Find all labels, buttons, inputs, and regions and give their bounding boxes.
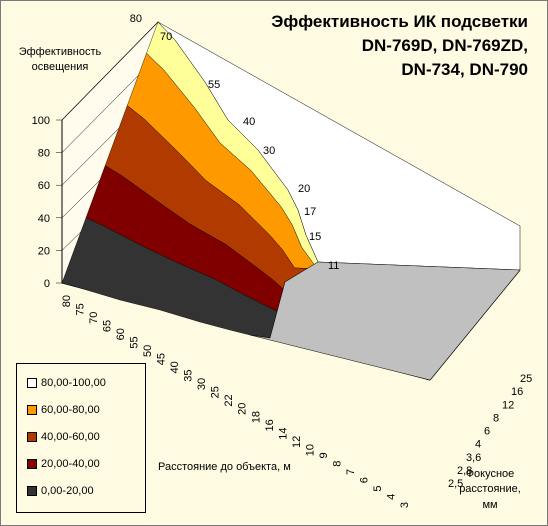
ridge-label: 40 <box>243 116 255 128</box>
y-axis-title-line-2: расстояние, <box>459 483 521 495</box>
ridge-labels: 70 55 40 30 20 17 15 11 <box>160 31 339 272</box>
legend-swatch <box>27 405 37 415</box>
chart-title-line-1: Эффективность ИК подсветки <box>271 12 528 31</box>
x-tick-label: 9 <box>318 452 330 458</box>
x-tick-label: 80 <box>61 295 73 307</box>
z-tick-label: 100 <box>32 115 50 127</box>
z-axis-title-line-2: освещения <box>32 61 89 73</box>
y-tick-label: 4 <box>475 439 481 451</box>
legend-swatch <box>27 432 37 442</box>
y-tick-label: 25 <box>520 373 532 385</box>
legend-item: 20,00-40,00 <box>27 457 100 471</box>
legend-item: 0,00-20,00 <box>27 484 94 498</box>
z-axis-title-line-1: Эффективность <box>19 46 102 58</box>
y-tick-label: 16 <box>511 386 523 398</box>
x-tick-label: 70 <box>88 312 100 324</box>
legend-label: 20,00-40,00 <box>41 458 100 470</box>
x-tick-label: 14 <box>277 427 289 439</box>
x-tick-label: 60 <box>115 328 127 340</box>
floor-grey <box>249 261 521 381</box>
y-tick-label: 8 <box>493 412 499 424</box>
y-tick-label: 6 <box>484 426 490 438</box>
z-gridline <box>61 21 159 121</box>
z-top-label: 80 <box>130 13 142 25</box>
legend-label: 80,00-100,00 <box>41 377 106 389</box>
chart-title-line-2: DN-769D, DN-769ZD, <box>362 36 528 55</box>
surface-plateau <box>157 21 521 271</box>
y-tick-label: 2,8 <box>457 465 472 477</box>
z-tick-label: 80 <box>38 148 50 160</box>
x-tick-label: 3 <box>399 502 411 508</box>
x-tick-label: 16 <box>264 419 276 431</box>
legend-label: 0,00-20,00 <box>41 485 94 497</box>
y-tick-label: 3,6 <box>466 452 481 464</box>
legend-label: 40,00-60,00 <box>41 431 100 443</box>
x-tick-label: 10 <box>304 444 316 456</box>
x-tick-label: 75 <box>75 303 87 315</box>
x-tick-label: 18 <box>250 411 262 423</box>
y-axis-title-line-1: Фокусное <box>466 468 515 480</box>
x-tick-label: 7 <box>345 469 357 475</box>
x-axis-title: Расстояние до объекта, м <box>158 461 291 473</box>
x-tick-label: 50 <box>142 345 154 357</box>
legend: 80,00-100,00 60,00-80,00 40,00-60,00 20,00-… <box>16 363 146 513</box>
x-tick-label: 25 <box>210 386 222 398</box>
z-tick-label: 60 <box>38 180 50 192</box>
x-tick-label: 6 <box>358 477 370 483</box>
ridge-label: 11 <box>328 260 339 272</box>
legend-label: 60,00-80,00 <box>41 404 100 416</box>
z-tick-label: 20 <box>38 245 50 257</box>
ridge-label: 70 <box>160 31 172 43</box>
legend-swatch <box>27 378 37 388</box>
legend-item: 60,00-80,00 <box>27 403 100 417</box>
y-tick-label: 2,5 <box>448 478 463 490</box>
legend-item: 40,00-60,00 <box>27 430 100 444</box>
x-tick-label: 12 <box>291 436 303 448</box>
ridge-label: 30 <box>263 145 275 157</box>
x-tick-label: 40 <box>169 361 181 373</box>
legend-swatch <box>27 486 37 496</box>
ridge-label: 15 <box>309 231 321 243</box>
y-tick-label: 12 <box>502 399 514 411</box>
x-tick-label: 5 <box>372 485 384 491</box>
y-axis-title-line-3: мм <box>482 499 497 511</box>
x-tick-label: 65 <box>102 320 114 332</box>
x-tick-label: 4 <box>385 494 397 500</box>
ridge-label: 55 <box>208 79 220 91</box>
x-tick-label: 45 <box>156 353 168 365</box>
legend-item: 80,00-100,00 <box>27 376 106 390</box>
chart-title-line-3: DN-734, DN-790 <box>401 60 528 79</box>
legend-swatch <box>27 459 37 469</box>
z-tick-labels: 0 20 40 60 80 100 80 <box>32 13 142 290</box>
x-tick-label: 30 <box>196 378 208 390</box>
x-tick-label: 55 <box>129 336 141 348</box>
surface <box>61 21 521 381</box>
x-tick-label: 8 <box>331 461 343 467</box>
ridge-label: 17 <box>304 206 316 218</box>
x-tick-label: 20 <box>237 403 249 415</box>
z-tick-label: 40 <box>38 213 50 225</box>
z-tick-label: 0 <box>44 278 50 290</box>
x-tick-label: 22 <box>223 394 235 406</box>
x-tick-label: 35 <box>183 370 195 382</box>
ridge-label: 20 <box>298 183 310 195</box>
